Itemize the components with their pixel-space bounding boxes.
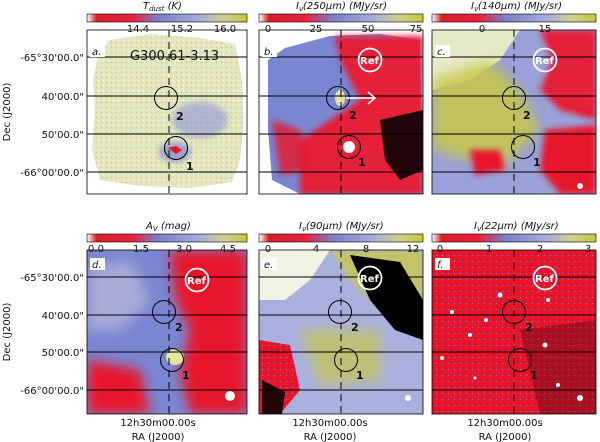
dec-tick: -66°00'00.0" (20, 168, 84, 179)
ref-label: Ref (535, 56, 554, 67)
panel-letter-d: d. (92, 260, 102, 271)
panel-letter-b: b. (264, 47, 274, 58)
panel-a: 2 1 a. G300.61-3.13 (86, 29, 248, 195)
colorbar-title-e: Iν(90μm) (MJy/sr) (299, 221, 384, 233)
ra-tick: 12h30m00.00s (120, 418, 195, 429)
colorbar-tick: 15 (539, 24, 552, 35)
panel-d: Ref 2 1 d. (86, 249, 248, 415)
circle-label-2: 2 (351, 321, 359, 334)
circle-label-2: 2 (349, 109, 357, 122)
panel-letter-e: e. (264, 260, 273, 271)
circle-label-1: 1 (358, 156, 366, 169)
panel-e: Ref 2 1 e. (258, 249, 424, 415)
dec-tick: 50'00.0" (42, 348, 84, 359)
colorbar-a (86, 13, 248, 23)
ref-circle (532, 47, 558, 73)
dec-tick: 40'00.0" (42, 311, 84, 322)
colorbar-tick: 0 (265, 24, 271, 35)
colorbar-tick: 14.4 (127, 24, 149, 35)
circle-label-1: 1 (533, 156, 541, 169)
colorbar-tick: 1.5 (133, 244, 149, 255)
circle-label-1: 1 (530, 369, 538, 382)
dec-axis-top: -65°30'00.0" 40'00.0" 50'00.0" -66°00'00… (2, 53, 84, 179)
colorbar-tick: 0.0 (88, 244, 104, 255)
colorbar-b (258, 13, 424, 23)
ref-circle (532, 265, 558, 291)
colorbar-tick: 2 (537, 244, 543, 255)
ra-tick: 12h30m00.00s (467, 418, 542, 429)
panel-b: Ref 2 1 b. (258, 29, 424, 195)
source-name: G300.61-3.13 (130, 49, 219, 64)
ra-axis-label: RA (J2000) (479, 432, 532, 442)
ref-circle (184, 267, 210, 293)
colorbar-tick: 25 (310, 24, 323, 35)
colorbar-tick: 0 (479, 24, 485, 35)
colorbar-tick: 8 (363, 244, 369, 255)
colorbar-tick: 4 (313, 244, 319, 255)
panel-f: Ref 2 1 f. (431, 249, 597, 415)
ref-circle (357, 265, 383, 291)
colorbar-tick: 0 (437, 244, 443, 255)
panel-letter-c: c. (437, 47, 446, 58)
circle-label-1: 1 (186, 160, 194, 173)
colorbar-tick: 0 (265, 244, 271, 255)
circle-label-2: 2 (525, 321, 533, 334)
circle-label-2: 2 (523, 109, 531, 122)
colorbar-f (431, 233, 597, 243)
ra-axis: 12h30m00.00s RA (J2000) 12h30m00.00s RA … (120, 418, 542, 442)
colorbar-c (431, 13, 597, 23)
panel-letter-a: a. (92, 47, 101, 58)
dec-axis-bottom: -65°30'00.0" 40'00.0" 50'00.0" -66°00'00… (2, 273, 84, 397)
colorbar-title-b: Iν(250μm) (MJy/sr) (296, 1, 387, 13)
dec-axis-label: Dec (J2000) (2, 303, 13, 362)
dec-tick: 50'00.0" (42, 130, 84, 141)
colorbar-e (258, 233, 424, 243)
colorbar-tick: 4.5 (220, 244, 236, 255)
colorbar-title-f: Iν(22μm) (MJy/sr) (474, 221, 559, 233)
colorbar-title-c: Iν(140μm) (MJy/sr) (471, 1, 562, 13)
circle-label-2: 2 (175, 321, 183, 334)
ref-label: Ref (535, 274, 554, 285)
panel-letter-f: f. (437, 260, 444, 271)
colorbar-tick: 16.0 (214, 24, 236, 35)
arrow-icon (346, 91, 377, 105)
colorbar-title-d: AV (mag) (145, 221, 191, 233)
colorbar-tick: 3 (585, 244, 591, 255)
ref-label: Ref (360, 56, 379, 67)
circle-label-2: 2 (176, 110, 184, 123)
colorbar-tick: 50 (362, 24, 375, 35)
colorbar-d (86, 233, 248, 243)
dec-axis-label: Dec (J2000) (2, 83, 13, 142)
colorbar-tick: 15.2 (171, 24, 193, 35)
colorbar-tick: 1 (486, 244, 492, 255)
ra-tick: 12h30m00.00s (292, 418, 367, 429)
dec-tick: -65°30'00.0" (20, 273, 84, 284)
dec-tick: 40'00.0" (42, 92, 84, 103)
colorbar-tick: 75 (410, 24, 423, 35)
ra-axis-label: RA (J2000) (132, 432, 185, 442)
ref-circle (357, 47, 383, 73)
circle-label-1: 1 (182, 369, 190, 382)
colorbar-tick: 3.0 (176, 244, 192, 255)
ra-axis-label: RA (J2000) (304, 432, 357, 442)
ref-label: Ref (360, 274, 379, 285)
dec-tick: -66°00'00.0" (20, 386, 84, 397)
colorbar-tick: 12 (407, 244, 420, 255)
dec-tick: -65°30'00.0" (20, 53, 84, 64)
colorbar-title-a: Tdust (K) (143, 1, 182, 13)
panel-c: Ref 2 1 c. (431, 29, 597, 195)
ref-label: Ref (187, 276, 206, 287)
circle-label-1: 1 (356, 369, 364, 382)
